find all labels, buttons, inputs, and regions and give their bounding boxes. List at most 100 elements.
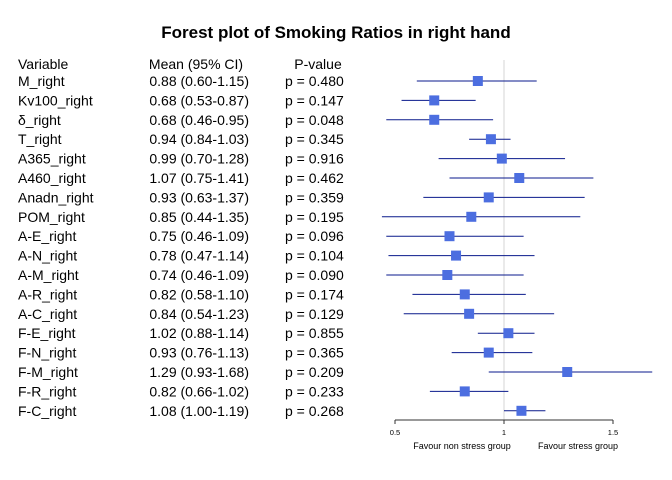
table-row: M_right 0.88 (0.60-1.15) p = 0.480: [18, 73, 344, 89]
row-variable: A365_right: [18, 151, 86, 167]
row-p-value: p = 0.268: [285, 403, 344, 419]
row-variable: F-E_right: [18, 325, 76, 341]
mean-marker: [514, 173, 525, 183]
favour-right-label: Favour stress group: [538, 441, 618, 451]
row-p-value: p = 0.359: [285, 189, 344, 205]
mean-marker: [459, 289, 470, 300]
row-p-value: p = 0.195: [285, 209, 344, 225]
mean-marker: [496, 153, 507, 164]
mean-marker: [464, 308, 475, 319]
mean-marker: [472, 76, 483, 86]
mean-marker: [451, 250, 462, 261]
header-variable: Variable: [18, 56, 69, 72]
table-row: F-N_right 0.93 (0.76-1.13) p = 0.365: [18, 345, 344, 361]
mean-marker: [562, 367, 573, 377]
row-p-value: p = 0.480: [285, 73, 344, 89]
table-row: A-E_right 0.75 (0.46-1.09) p = 0.096: [18, 228, 344, 244]
mean-marker: [459, 386, 470, 397]
row-variable: T_right: [18, 131, 62, 147]
table-row: A-R_right 0.82 (0.58-1.10) p = 0.174: [18, 286, 344, 302]
table-row: δ_right 0.68 (0.46-0.95) p = 0.048: [18, 112, 344, 128]
row-variable: Anadn_right: [18, 189, 94, 205]
table-row: F-R_right 0.82 (0.66-1.02) p = 0.233: [18, 383, 344, 399]
row-p-value: p = 0.365: [285, 345, 344, 361]
row-p-value: p = 0.096: [285, 228, 344, 244]
row-p-value: p = 0.048: [285, 112, 344, 128]
row-mean-ci: 1.02 (0.88-1.14): [149, 325, 249, 341]
row-mean-ci: 0.84 (0.54-1.23): [149, 306, 249, 322]
row-mean-ci: 0.99 (0.70-1.28): [149, 151, 249, 167]
row-mean-ci: 1.07 (0.75-1.41): [149, 170, 249, 186]
row-p-value: p = 0.129: [285, 306, 344, 322]
x-tick-label: 1.5: [608, 428, 618, 437]
header-mean-ci: Mean (95% CI): [149, 56, 243, 72]
mean-marker: [483, 347, 494, 358]
row-mean-ci: 0.88 (0.60-1.15): [149, 73, 249, 89]
table-row: A460_right 1.07 (0.75-1.41) p = 0.462: [18, 170, 344, 186]
row-mean-ci: 0.94 (0.84-1.03): [149, 131, 249, 147]
row-p-value: p = 0.147: [285, 92, 344, 108]
mean-marker: [429, 95, 440, 106]
mean-marker: [429, 114, 440, 125]
row-mean-ci: 0.82 (0.58-1.10): [149, 286, 249, 302]
row-variable: POM_right: [18, 209, 85, 225]
header-p-value: P-value: [294, 56, 342, 72]
row-variable: F-N_right: [18, 345, 76, 361]
table-row: POM_right 0.85 (0.44-1.35) p = 0.195: [18, 209, 344, 225]
row-mean-ci: 0.74 (0.46-1.09): [149, 267, 249, 283]
row-mean-ci: 0.85 (0.44-1.35): [149, 209, 249, 225]
row-variable: A460_right: [18, 170, 86, 186]
table-rows: M_right 0.88 (0.60-1.15) p = 0.480 Kv100_ri…: [18, 73, 344, 419]
row-mean-ci: 0.68 (0.53-0.87): [149, 92, 249, 108]
table-row: A-M_right 0.74 (0.46-1.09) p = 0.090: [18, 267, 344, 283]
row-variable: A-M_right: [18, 267, 79, 283]
row-variable: M_right: [18, 73, 65, 89]
table-row: A365_right 0.99 (0.70-1.28) p = 0.916: [18, 151, 344, 167]
row-mean-ci: 0.82 (0.66-1.02): [149, 383, 249, 399]
mean-marker: [485, 134, 496, 145]
row-mean-ci: 0.68 (0.46-0.95): [149, 112, 249, 128]
row-mean-ci: 1.08 (1.00-1.19): [149, 403, 249, 419]
table-row: Kv100_right 0.68 (0.53-0.87) p = 0.147: [18, 92, 344, 108]
chart-title: Forest plot of Smoking Ratios in right h…: [161, 23, 510, 42]
row-p-value: p = 0.462: [285, 170, 344, 186]
row-mean-ci: 1.29 (0.93-1.68): [149, 364, 249, 380]
row-variable: A-E_right: [18, 228, 76, 244]
table-row: F-C_right 1.08 (1.00-1.19) p = 0.268: [18, 403, 344, 419]
table-row: A-N_right 0.78 (0.47-1.14) p = 0.104: [18, 248, 344, 264]
plot-area: 0.5 1 1.5 Favour non stress group Favour str…: [381, 60, 653, 451]
table-row: T_right 0.94 (0.84-1.03) p = 0.345: [18, 131, 344, 147]
mean-marker: [442, 270, 453, 280]
row-mean-ci: 0.78 (0.47-1.14): [149, 248, 249, 264]
row-p-value: p = 0.104: [285, 248, 344, 264]
row-mean-ci: 0.93 (0.76-1.13): [149, 345, 249, 361]
row-variable: δ_right: [18, 112, 61, 128]
row-variable: F-R_right: [18, 383, 76, 399]
table-row: F-M_right 1.29 (0.93-1.68) p = 0.209: [18, 364, 344, 380]
row-variable: A-R_right: [18, 286, 77, 302]
row-variable: A-C_right: [18, 306, 77, 322]
table-row: F-E_right 1.02 (0.88-1.14) p = 0.855: [18, 325, 344, 341]
mean-marker: [444, 231, 455, 242]
x-tick-label: 0.5: [390, 428, 400, 437]
mean-marker: [516, 405, 527, 416]
row-variable: F-C_right: [18, 403, 76, 419]
table-row: A-C_right 0.84 (0.54-1.23) p = 0.129: [18, 306, 344, 322]
row-p-value: p = 0.233: [285, 383, 344, 399]
row-variable: Kv100_right: [18, 92, 93, 108]
row-p-value: p = 0.345: [285, 131, 344, 147]
favour-left-label: Favour non stress group: [413, 441, 511, 451]
row-p-value: p = 0.209: [285, 364, 344, 380]
row-mean-ci: 0.93 (0.63-1.37): [149, 189, 249, 205]
mean-marker: [466, 211, 477, 222]
row-p-value: p = 0.174: [285, 286, 344, 302]
table-row: Anadn_right 0.93 (0.63-1.37) p = 0.359: [18, 189, 344, 205]
row-p-value: p = 0.916: [285, 151, 344, 167]
row-p-value: p = 0.855: [285, 325, 344, 341]
row-variable: A-N_right: [18, 248, 77, 264]
mean-marker: [483, 192, 494, 203]
row-variable: F-M_right: [18, 364, 78, 380]
row-p-value: p = 0.090: [285, 267, 344, 283]
mean-marker: [503, 328, 514, 339]
